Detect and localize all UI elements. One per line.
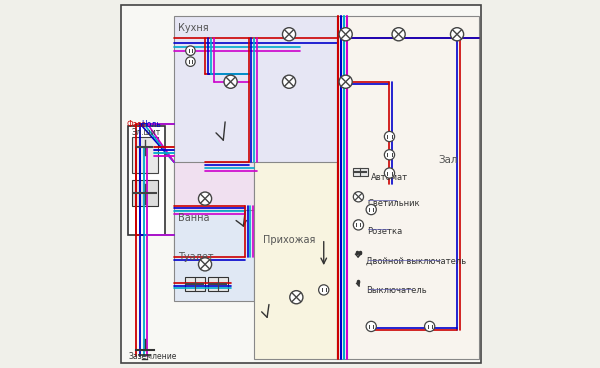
- Bar: [353, 167, 368, 176]
- Circle shape: [199, 258, 212, 271]
- Text: Эл.щит: Эл.щит: [131, 127, 161, 137]
- Text: Выключатель: Выключатель: [367, 286, 427, 294]
- Circle shape: [425, 321, 435, 332]
- Text: Светильник: Светильник: [368, 199, 420, 208]
- Bar: [174, 209, 254, 301]
- Circle shape: [283, 28, 296, 41]
- Bar: [174, 162, 254, 257]
- Text: Туалет: Туалет: [178, 252, 213, 262]
- Bar: [132, 180, 158, 206]
- Text: Ноль: Ноль: [141, 120, 161, 129]
- Circle shape: [290, 291, 303, 304]
- Text: Фаза: Фаза: [127, 120, 146, 129]
- Circle shape: [385, 150, 395, 160]
- Bar: [254, 162, 337, 359]
- Text: Прихожая: Прихожая: [263, 235, 316, 245]
- Circle shape: [366, 321, 376, 332]
- Circle shape: [224, 75, 237, 88]
- Text: Ванна: Ванна: [178, 213, 209, 223]
- Text: Двойной выключатель: Двойной выключатель: [367, 256, 467, 265]
- Text: Кухня: Кухня: [178, 23, 208, 33]
- Circle shape: [366, 205, 376, 215]
- Circle shape: [339, 75, 352, 88]
- Text: Зал: Зал: [439, 155, 458, 165]
- Text: Розетка: Розетка: [368, 227, 403, 236]
- Bar: [337, 16, 479, 359]
- Circle shape: [199, 192, 212, 205]
- Circle shape: [185, 46, 195, 56]
- Bar: [132, 137, 158, 173]
- Circle shape: [319, 285, 329, 295]
- Circle shape: [339, 28, 352, 41]
- Text: Автомат: Автомат: [371, 173, 409, 182]
- Bar: [185, 277, 205, 291]
- Bar: [208, 277, 228, 291]
- Circle shape: [385, 131, 395, 142]
- Circle shape: [185, 57, 195, 66]
- Circle shape: [353, 192, 364, 202]
- Circle shape: [353, 220, 364, 230]
- Bar: [128, 125, 165, 235]
- Circle shape: [392, 28, 405, 41]
- Bar: [174, 16, 340, 206]
- Circle shape: [283, 75, 296, 88]
- Circle shape: [385, 168, 395, 178]
- Text: Заземление: Заземление: [128, 352, 177, 361]
- Circle shape: [451, 28, 464, 41]
